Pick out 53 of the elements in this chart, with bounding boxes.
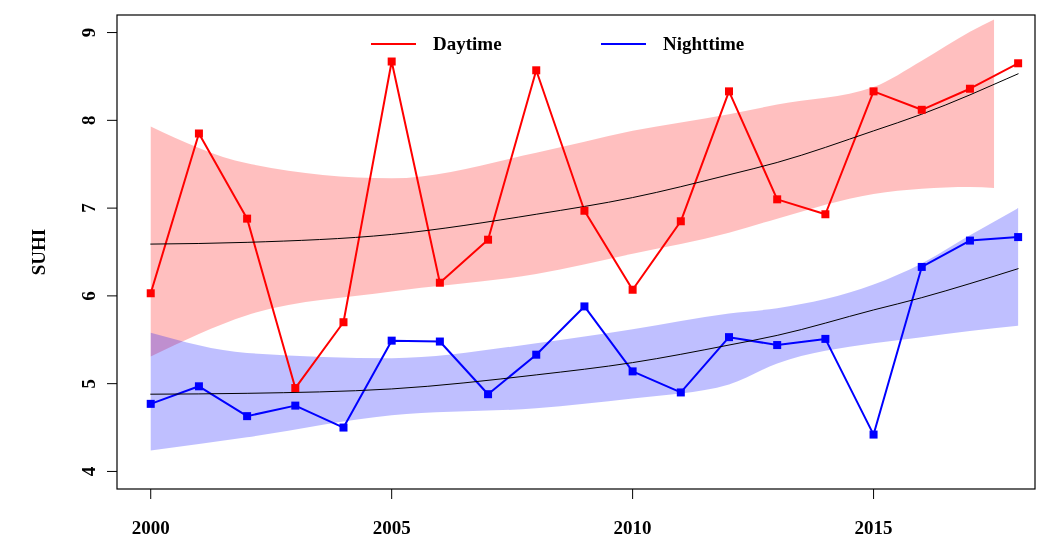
point bbox=[676, 388, 685, 397]
legend-label: Daytime bbox=[433, 33, 502, 54]
point bbox=[580, 206, 589, 215]
point bbox=[484, 390, 493, 399]
line-series bbox=[150, 73, 1019, 245]
point bbox=[773, 341, 782, 350]
point bbox=[291, 401, 300, 410]
point bbox=[628, 285, 637, 294]
x-tick-label: 2010 bbox=[613, 517, 652, 538]
x-tick-label: 2015 bbox=[854, 517, 893, 538]
point bbox=[580, 302, 589, 311]
y-tick-label: 5 bbox=[78, 378, 99, 389]
point bbox=[965, 236, 974, 245]
point bbox=[532, 350, 541, 359]
y-axis-title: SUHI bbox=[28, 228, 49, 276]
x-tick-label: 2005 bbox=[372, 517, 411, 538]
point bbox=[676, 217, 685, 226]
point bbox=[725, 333, 733, 342]
x-tick-label: 2000 bbox=[131, 517, 170, 538]
point bbox=[435, 278, 444, 287]
legend-label: Nighttime bbox=[663, 33, 745, 54]
point bbox=[821, 334, 830, 343]
point bbox=[387, 336, 396, 345]
point bbox=[194, 382, 203, 391]
point bbox=[965, 84, 974, 93]
point bbox=[387, 57, 396, 66]
point bbox=[194, 129, 203, 138]
y-tick-label: 8 bbox=[78, 115, 99, 126]
point bbox=[821, 210, 830, 219]
y-tick-label: 6 bbox=[78, 291, 99, 301]
y-tick-label: 4 bbox=[78, 466, 99, 477]
point bbox=[243, 412, 252, 421]
line-series bbox=[150, 268, 1019, 395]
point bbox=[869, 87, 878, 96]
point bbox=[869, 430, 878, 439]
point bbox=[339, 318, 348, 327]
point bbox=[243, 214, 252, 223]
point bbox=[773, 195, 782, 204]
point bbox=[291, 384, 300, 393]
point bbox=[917, 105, 926, 114]
y-tick-label: 9 bbox=[78, 27, 99, 38]
point bbox=[628, 367, 637, 376]
point bbox=[1014, 233, 1023, 242]
y-tick-label: 7 bbox=[78, 202, 99, 213]
point bbox=[146, 399, 155, 408]
point bbox=[725, 87, 733, 96]
point bbox=[1014, 59, 1023, 68]
point bbox=[484, 235, 493, 244]
point bbox=[532, 66, 541, 75]
point bbox=[917, 262, 926, 271]
point bbox=[435, 337, 444, 346]
point bbox=[146, 289, 155, 298]
point bbox=[339, 423, 348, 432]
